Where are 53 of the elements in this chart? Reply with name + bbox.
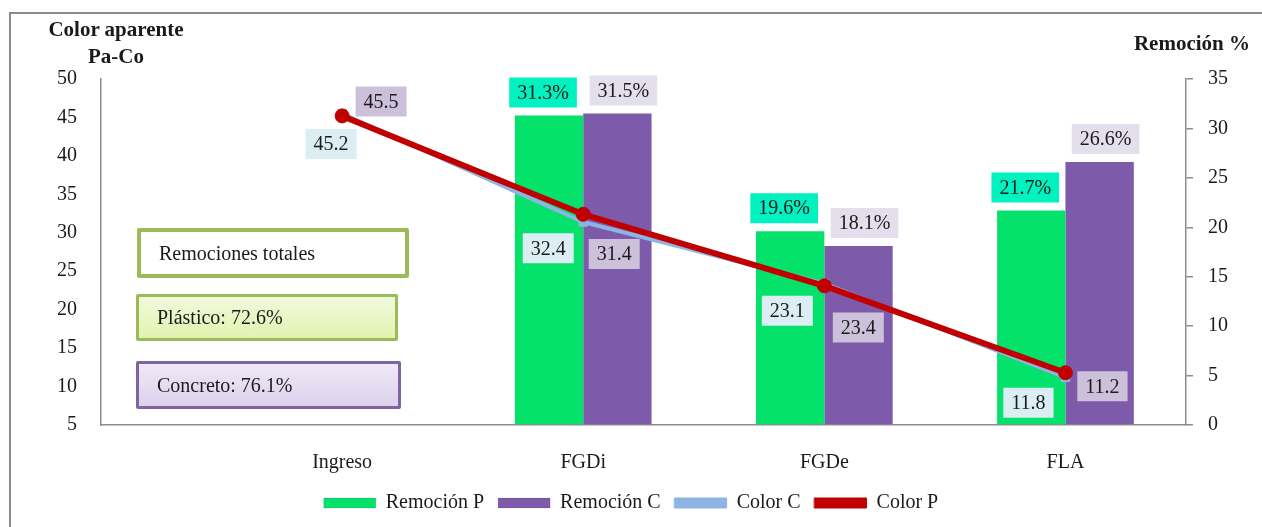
y-tick-label: 45: [57, 104, 77, 127]
data-label: 11.2: [1085, 374, 1120, 397]
legend-label: Color C: [736, 490, 801, 513]
annotation: Plástico: 72.6%: [157, 306, 283, 329]
legend-label: Remoción P: [385, 490, 485, 513]
y2-tick-label: 10: [1208, 313, 1228, 336]
data-label: 45.5: [363, 89, 399, 112]
y-tick-label: 10: [57, 373, 77, 396]
x-tick-label: FGDi: [560, 450, 607, 473]
y2-tick-label: 15: [1208, 263, 1228, 286]
point: [816, 278, 832, 294]
y-tick-label: 30: [57, 220, 77, 243]
legend-label: Remoción C: [560, 490, 661, 513]
data-label: 31.3%: [517, 80, 569, 103]
x-tick-label: FGDe: [799, 450, 849, 473]
point: [334, 108, 350, 124]
y2-axis-title: Remoción %: [1133, 30, 1250, 56]
legend-label: Color P: [876, 490, 939, 513]
data-label: 19.6%: [758, 196, 810, 219]
data-label: 31.5%: [597, 78, 650, 101]
y-tick-label: 40: [57, 143, 77, 166]
y-tick-label: 50: [57, 66, 77, 89]
data-label: 45.2: [313, 132, 349, 155]
label-box: Plástico: 72.6%: [136, 294, 398, 341]
y2-tick-label: 25: [1208, 165, 1228, 188]
y-tick-label: 35: [57, 181, 77, 204]
y-tick-label: 25: [57, 258, 77, 281]
data-label: 32.4: [530, 236, 566, 259]
y2-tick-label: 30: [1208, 115, 1228, 138]
y2-tick-label: 20: [1208, 214, 1228, 237]
data-label: 11.8: [1011, 390, 1046, 413]
y2-tick-label: 35: [1208, 66, 1228, 89]
y2-tick-label: 0: [1208, 412, 1218, 435]
y-tick-label: 5: [67, 412, 77, 435]
label-box: Remociones totales: [137, 228, 409, 278]
x-tick-label: Ingreso: [312, 450, 373, 474]
annotation: Remociones totales: [159, 241, 316, 265]
point: [575, 206, 591, 222]
data-label: 23.1: [769, 299, 805, 322]
y-axis-title: Color aparente Pa-Co: [48, 17, 184, 68]
label-box: Concreto: 76.1%: [136, 361, 401, 409]
y2-tick-label: 5: [1208, 362, 1218, 385]
annotation: Concreto: 76.1%: [157, 373, 293, 397]
data-label: 21.7%: [999, 175, 1052, 198]
bar: [1065, 162, 1134, 425]
data-label: 23.4: [840, 315, 876, 338]
y-tick-label: 15: [57, 335, 77, 358]
data-label: 18.1%: [838, 211, 891, 234]
data-label: 26.6%: [1079, 127, 1132, 150]
y-tick-label: 20: [57, 296, 77, 319]
data-label: 31.4: [596, 242, 632, 265]
x-tick-label: FLA: [1046, 450, 1085, 473]
point: [1057, 365, 1073, 381]
